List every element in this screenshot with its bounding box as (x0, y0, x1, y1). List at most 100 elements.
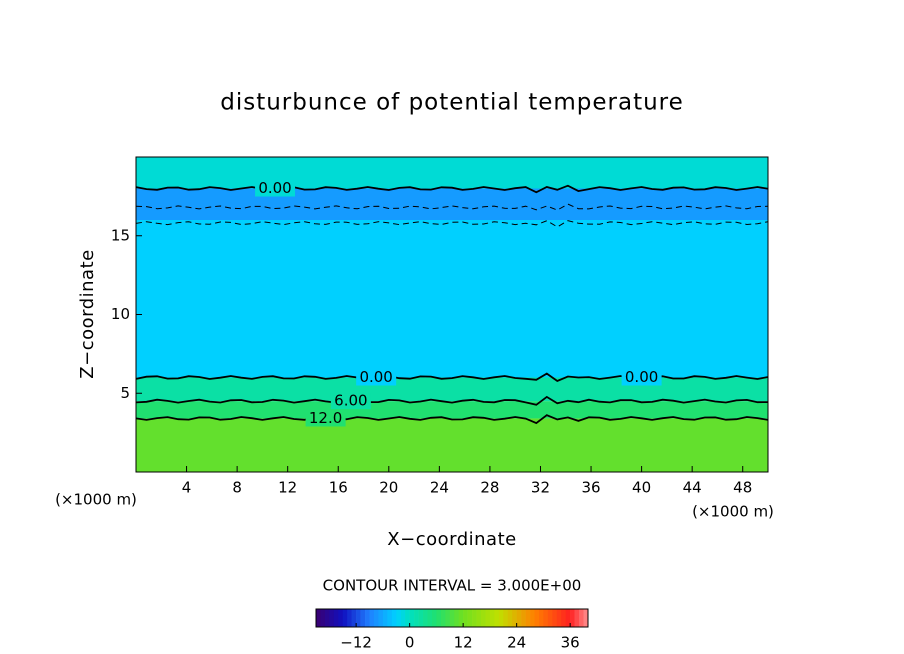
x-tick-label: 8 (232, 479, 242, 497)
y-unit-label: (×1000 m) (55, 491, 137, 509)
colorbar-cell (351, 609, 357, 627)
colorbar-cell (320, 609, 326, 627)
contour-label: 12.0 (309, 409, 342, 427)
colorbar-cell (485, 609, 491, 627)
contour-label-bg (330, 393, 371, 410)
y-axis-label: Z−coordinate (77, 249, 98, 378)
x-tick-label: 32 (531, 479, 550, 497)
x-tick-label: 44 (683, 479, 702, 497)
colorbar-cell (400, 609, 406, 627)
colorbar-cell (498, 609, 504, 627)
colorbar-cell (458, 609, 464, 627)
field-band (136, 220, 768, 378)
colorbar-tick-label: 0 (405, 634, 415, 652)
x-unit-label: (×1000 m) (692, 503, 774, 521)
colorbar-cell (507, 609, 513, 627)
colorbar-cell (414, 609, 419, 627)
colorbar-cell (338, 609, 344, 627)
x-tick-label: 40 (632, 479, 651, 497)
colorbar-cell (538, 609, 544, 627)
colorbar-cell (552, 609, 558, 627)
field-band (136, 377, 768, 402)
colorbar-cell (436, 609, 442, 627)
y-tick-label: 10 (111, 305, 130, 323)
colorbar-cell (409, 609, 415, 627)
colorbar-cell (530, 609, 535, 627)
colorbar-tick-label: −12 (340, 634, 372, 652)
x-tick-label: 36 (581, 479, 600, 497)
chart-title: disturbunce of potential temperature (220, 90, 684, 116)
colorbar-cell (347, 609, 352, 627)
colorbar-cell (449, 609, 455, 627)
colorbar-cell (565, 609, 571, 627)
colorbar-cell (378, 609, 384, 627)
colorbar-cell (365, 609, 370, 627)
contour-line (135, 184, 769, 194)
colorbar-cell (382, 609, 388, 627)
x-tick-label: 4 (182, 479, 192, 497)
colorbar-cell (369, 609, 375, 627)
colorbar-cell (561, 609, 567, 627)
x-tick-label: 28 (480, 479, 499, 497)
x-tick-label: 20 (379, 479, 398, 497)
x-axis-label: X−coordinate (387, 529, 516, 550)
field-band (136, 401, 768, 419)
contour-line (135, 372, 769, 383)
field-band (136, 157, 768, 189)
colorbar-cell (360, 609, 366, 627)
colorbar-cell (342, 609, 348, 627)
colorbar-cell (387, 609, 393, 627)
contour-label: 6.00 (334, 392, 367, 410)
x-tick-label: 16 (329, 479, 348, 497)
contour-interval: CONTOUR INTERVAL = 3.000E+00 (323, 577, 582, 595)
contour-line (135, 414, 769, 425)
contour-label-bg (255, 180, 296, 197)
contour-label: 0.00 (359, 368, 392, 386)
colorbar-cell (391, 609, 397, 627)
colorbar-frame (315, 608, 589, 628)
colorbar-cell (570, 609, 575, 627)
contour-label-bg (621, 369, 662, 386)
colorbar-cell (418, 609, 424, 627)
field-band (136, 418, 768, 472)
colorbar-cell (454, 609, 459, 627)
contour-label: 0.00 (258, 179, 291, 197)
colorbar-cell (440, 609, 446, 627)
colorbar-cell (431, 609, 437, 627)
colorbar-tick-label: 12 (454, 634, 473, 652)
colorbar-cell (543, 609, 549, 627)
colorbar-cell (574, 609, 580, 627)
colorbar-cell (494, 609, 500, 627)
colorbar-cell (405, 609, 410, 627)
colorbar-cell (579, 609, 584, 627)
colorbar-cell (512, 609, 517, 627)
colorbar-tick-label: 24 (507, 634, 526, 652)
colorbar-cell (480, 609, 486, 627)
colorbar-cell (463, 609, 468, 627)
contour-line (135, 395, 769, 406)
colorbar-cell (525, 609, 531, 627)
colorbar-cell (396, 609, 402, 627)
colorbar-cell (333, 609, 339, 627)
colorbar-cell (373, 609, 379, 627)
colorbar-cell (427, 609, 433, 627)
colorbar-cell (472, 609, 477, 627)
colorbar-cell (445, 609, 451, 627)
x-tick-label: 48 (733, 479, 752, 497)
contour-label-bg (305, 410, 346, 427)
colorbar-cell (547, 609, 553, 627)
contour-label: 0.00 (625, 368, 658, 386)
y-tick-label: 5 (120, 384, 130, 402)
colorbar-cell (503, 609, 509, 627)
field-band (136, 188, 768, 220)
colorbar-cell (329, 609, 335, 627)
colorbar-cell (583, 609, 589, 627)
x-tick-label: 24 (430, 479, 449, 497)
colorbar-cell (467, 609, 473, 627)
colorbar-cell (476, 609, 482, 627)
colorbar-cell (423, 609, 428, 627)
colorbar-cell (324, 609, 330, 627)
y-tick-label: 15 (111, 226, 130, 244)
colorbar-cell (316, 609, 321, 627)
